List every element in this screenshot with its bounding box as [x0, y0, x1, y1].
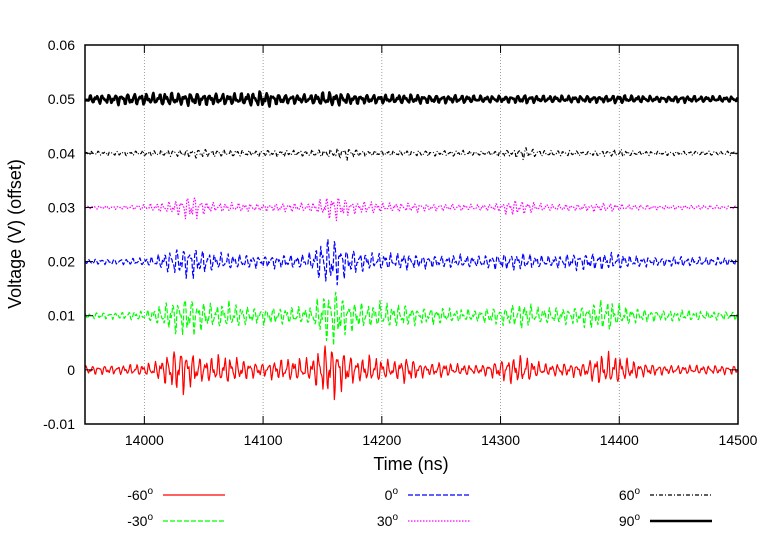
- legend-label-superscript: o: [634, 486, 640, 497]
- series-line: [84, 147, 738, 161]
- legend: -60o -30o 0o 30o 60o 90o: [127, 486, 712, 529]
- series-line: [84, 197, 739, 222]
- legend-label-superscript: o: [147, 486, 153, 497]
- legend-label-superscript: o: [392, 512, 398, 523]
- legend-label: 60o: [619, 486, 641, 503]
- legend-label: 90o: [619, 512, 641, 529]
- y-tick-label: 0.02: [48, 254, 75, 270]
- y-tick-label: 0.04: [48, 145, 75, 161]
- x-tick-label: 14200: [362, 432, 401, 448]
- y-tick-label: 0.05: [48, 91, 75, 107]
- y-axis-title: Voltage (V) (offset): [5, 159, 25, 309]
- legend-label-superscript: o: [392, 486, 398, 497]
- series-line: [84, 239, 738, 286]
- y-axis-ticks: -0.01 0 0.01 0.02 0.03 0.04 0.05 0.06: [43, 37, 738, 432]
- series-layer: [84, 90, 739, 401]
- vertical-grid: [143, 45, 620, 424]
- x-tick-label: 14400: [600, 432, 639, 448]
- y-tick-label: -0.01: [43, 416, 75, 432]
- x-tick-label: 14500: [719, 432, 758, 448]
- x-axis-ticks: 14000 14100 14200 14300 14400 14500: [125, 45, 758, 448]
- y-tick-label: 0.06: [48, 37, 75, 53]
- legend-label-superscript: o: [147, 512, 153, 523]
- legend-label: 0o: [385, 486, 399, 503]
- plot-frame: [84, 44, 739, 425]
- series-line: [84, 291, 738, 346]
- x-tick-label: 14100: [244, 432, 283, 448]
- x-tick-label: 14000: [125, 432, 164, 448]
- legend-label-superscript: o: [634, 512, 640, 523]
- legend-label: 30o: [377, 512, 399, 529]
- legend-label: -30o: [127, 512, 153, 529]
- x-axis-title: Time (ns): [373, 454, 448, 474]
- series-line: [84, 345, 738, 401]
- y-tick-label: 0.01: [48, 308, 75, 324]
- legend-label: -60o: [127, 486, 153, 503]
- y-tick-label: 0: [67, 362, 75, 378]
- x-tick-label: 14300: [481, 432, 520, 448]
- y-tick-label: 0.03: [48, 199, 75, 215]
- series-line: [84, 90, 739, 108]
